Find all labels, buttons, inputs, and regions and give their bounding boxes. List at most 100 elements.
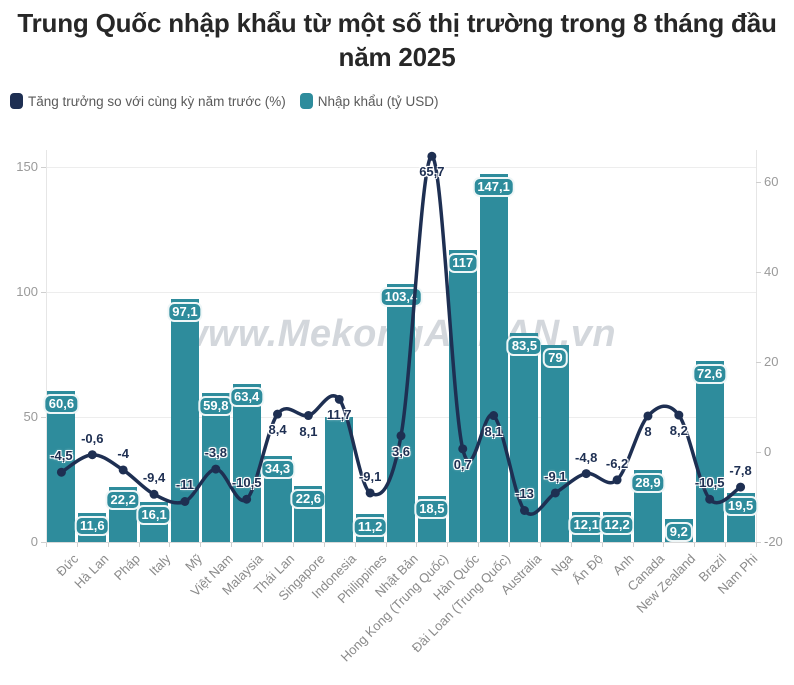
growth-point-label: 8,4 <box>268 422 287 438</box>
import-bar[interactable] <box>325 417 354 542</box>
growth-point[interactable] <box>180 496 190 506</box>
import-bar-label: 147,1 <box>472 177 515 198</box>
growth-point-label: -0,6 <box>81 430 104 446</box>
growth-point[interactable] <box>334 394 344 404</box>
import-bar[interactable]: 63,4 <box>228 383 265 542</box>
x-tick-mark <box>694 543 696 547</box>
import-bar[interactable]: 28,9 <box>630 469 666 542</box>
growth-point[interactable] <box>643 411 653 421</box>
import-bar[interactable]: 34,3 <box>259 456 296 542</box>
growth-point[interactable] <box>242 494 252 504</box>
imports-series-swatch-icon <box>299 93 313 109</box>
legend-item-imports[interactable]: Nhập khẩu (tỷ USD) <box>299 93 439 109</box>
growth-point[interactable] <box>149 489 159 499</box>
import-bar-label: 19,5 <box>722 496 759 517</box>
growth-point[interactable] <box>705 494 715 504</box>
import-bar[interactable]: 19,5 <box>722 493 759 542</box>
x-tick-mark <box>756 543 757 547</box>
import-bar[interactable]: 16,1 <box>136 501 172 542</box>
x-tick-mark <box>663 543 665 547</box>
import-bar-label: 103,4 <box>379 286 423 307</box>
growth-point[interactable] <box>87 450 97 460</box>
growth-point[interactable] <box>674 410 684 420</box>
growth-point-label: -6,2 <box>605 455 629 471</box>
left-tick-mark <box>41 542 46 543</box>
import-bar[interactable]: 117 <box>447 249 479 542</box>
growth-point[interactable] <box>427 151 437 161</box>
import-bar-label: 60,6 <box>43 393 80 414</box>
x-tick-mark <box>509 543 511 547</box>
growth-point[interactable] <box>581 469 591 479</box>
growth-point[interactable] <box>303 411 313 421</box>
growth-point[interactable] <box>56 467 66 477</box>
import-bar[interactable]: 18,5 <box>414 495 450 542</box>
import-bar[interactable]: 12,2 <box>599 511 635 542</box>
import-bar-label: 117 <box>447 252 479 273</box>
left-axis-tick-label: 50 <box>23 409 38 424</box>
left-axis-tick-label: 0 <box>30 534 38 549</box>
growth-point[interactable] <box>736 482 746 492</box>
left-y-axis-line <box>46 150 47 542</box>
growth-point[interactable] <box>519 505 529 515</box>
import-bar-label: 72,6 <box>692 363 728 384</box>
x-tick-mark <box>138 543 140 547</box>
x-tick-mark <box>570 543 572 547</box>
import-bar[interactable]: 12,1 <box>568 511 604 542</box>
import-bar-label: 83,5 <box>506 336 543 357</box>
x-tick-mark <box>478 543 480 547</box>
left-tick-mark <box>41 167 46 168</box>
right-y-axis-line <box>756 150 757 542</box>
growth-point[interactable] <box>273 409 283 419</box>
right-axis-tick-label: -20 <box>764 534 783 549</box>
growth-point[interactable] <box>211 464 221 474</box>
import-bar[interactable]: 22,2 <box>105 486 141 542</box>
import-bar-label: 22,6 <box>290 488 327 509</box>
import-bar-label: 28,9 <box>630 472 666 493</box>
import-bar-label: 12,2 <box>599 514 635 535</box>
growth-point[interactable] <box>396 431 406 441</box>
growth-point[interactable] <box>458 444 468 454</box>
legend: Tăng trưởng so với cùng kỳ năm trước (%)… <box>10 93 439 109</box>
growth-point-label: -4,5 <box>50 448 73 464</box>
import-bar[interactable]: 22,6 <box>290 485 327 542</box>
right-tick-mark <box>756 451 761 453</box>
right-tick-mark <box>756 542 761 543</box>
x-tick-mark <box>539 543 541 547</box>
import-bar[interactable]: 103,4 <box>379 283 423 542</box>
legend-label-growth: Tăng trưởng so với cùng kỳ năm trước (%) <box>28 93 286 109</box>
growth-line-path <box>59 154 743 516</box>
legend-label-imports: Nhập khẩu (tỷ USD) <box>317 93 439 109</box>
growth-point[interactable] <box>550 488 560 498</box>
growth-point-label: -4 <box>117 445 129 461</box>
right-tick-mark <box>756 361 761 363</box>
x-tick-mark <box>385 543 387 547</box>
growth-point[interactable] <box>612 475 622 485</box>
growth-point[interactable] <box>365 488 375 498</box>
growth-point[interactable] <box>118 465 128 475</box>
growth-series-swatch-icon <box>10 93 23 109</box>
growth-point-label: 0,7 <box>453 456 472 472</box>
left-tick-mark <box>41 292 46 293</box>
growth-point-label: -7,8 <box>729 463 752 479</box>
growth-point[interactable] <box>489 411 499 421</box>
import-bar[interactable]: 79 <box>541 344 570 542</box>
growth-point-label: -10,5 <box>694 475 725 491</box>
right-tick-mark <box>756 271 761 273</box>
import-bar-label: 97,1 <box>167 302 203 323</box>
import-bar-label: 63,4 <box>228 386 265 407</box>
growth-point-label: 8,2 <box>669 423 688 439</box>
import-bar[interactable]: 9,2 <box>664 519 693 542</box>
import-bar[interactable]: 11,6 <box>75 513 110 542</box>
x-tick-mark <box>76 543 78 547</box>
x-tick-mark <box>323 543 325 547</box>
legend-item-growth[interactable]: Tăng trưởng so với cùng kỳ năm trước (%) <box>10 93 286 109</box>
import-bar[interactable]: 147,1 <box>472 174 515 542</box>
import-bar[interactable]: 72,6 <box>692 360 728 542</box>
import-bar[interactable]: 11,2 <box>352 514 388 542</box>
left-axis-tick-label: 100 <box>16 284 38 299</box>
left-tick-mark <box>41 417 46 418</box>
import-bar-label: 16,1 <box>136 504 172 525</box>
import-bar-label: 11,6 <box>75 516 110 536</box>
growth-point-label: 8 <box>644 423 652 439</box>
